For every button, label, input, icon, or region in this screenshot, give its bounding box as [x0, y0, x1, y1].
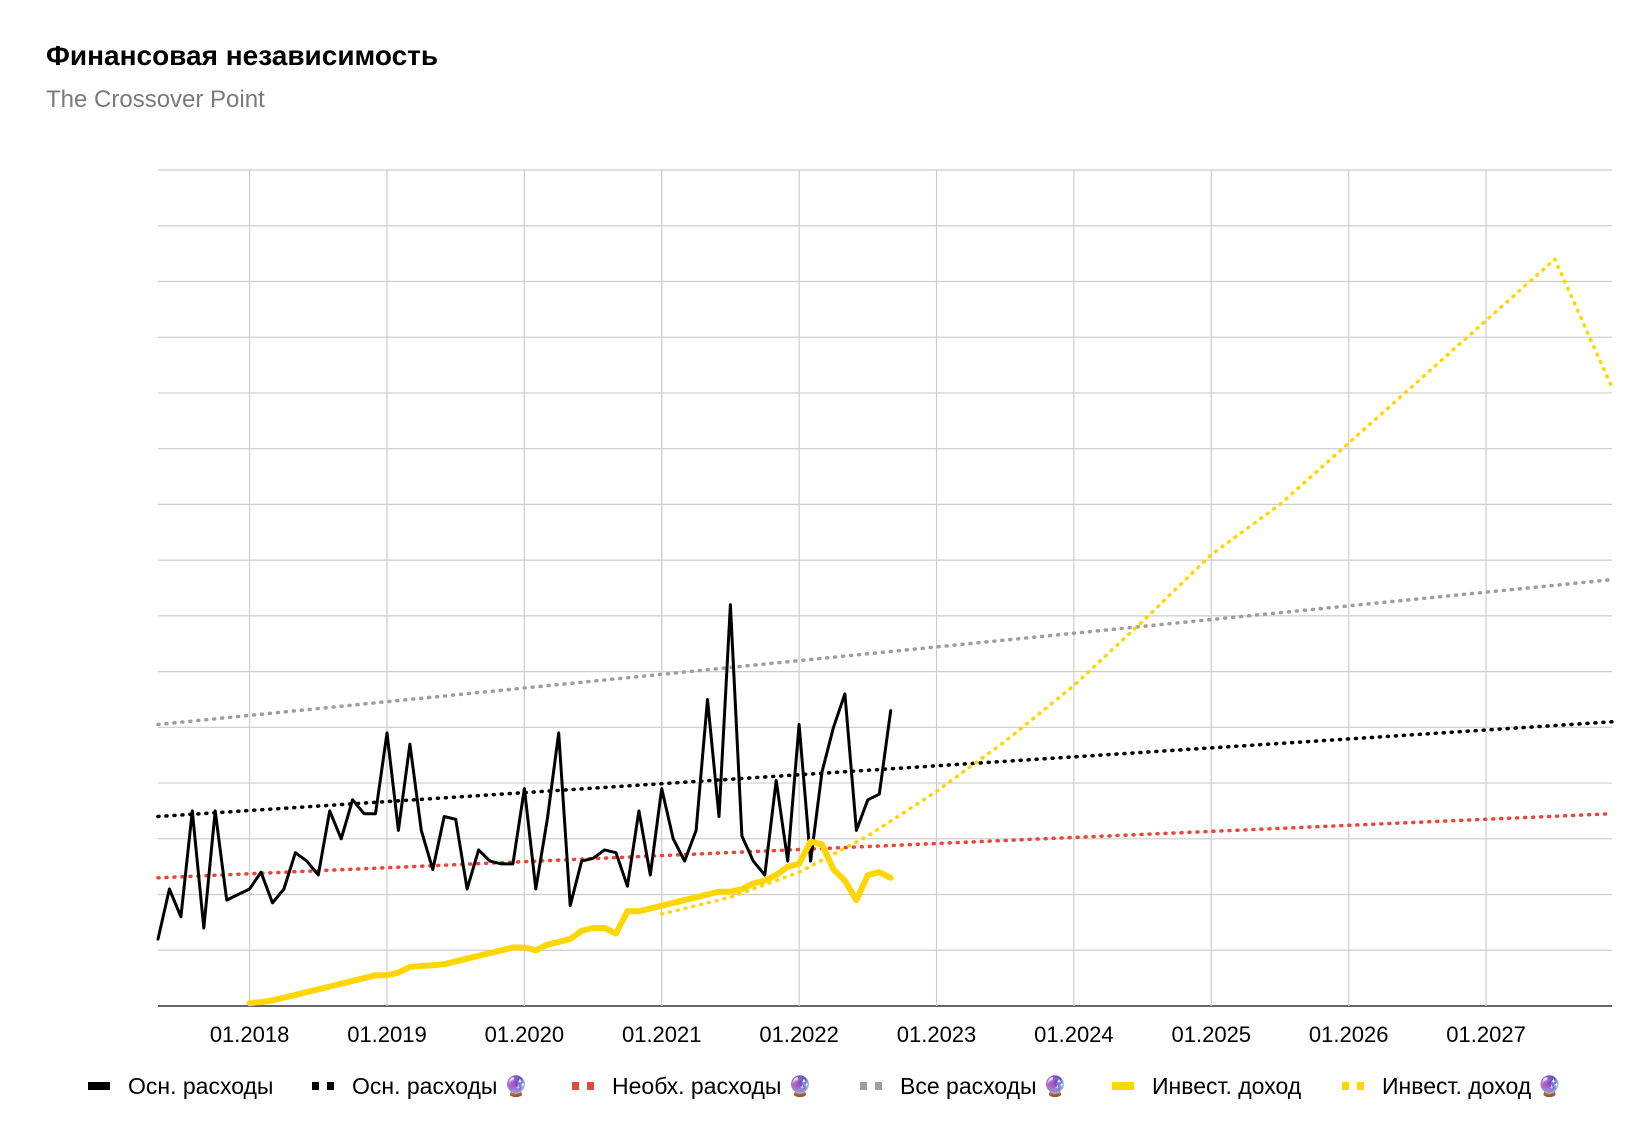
legend-swatch — [312, 1082, 334, 1090]
x-tick-label: 01.2020 — [485, 1022, 565, 1047]
legend-swatch — [572, 1082, 594, 1090]
legend-label: Осн. расходы — [352, 1072, 498, 1099]
grid — [158, 169, 1612, 1007]
legend-label: Инвест. доход — [1382, 1072, 1532, 1099]
legend-label: Инвест. доход — [1152, 1072, 1302, 1099]
crystal-ball-icon: 🔮 — [503, 1075, 529, 1098]
x-tick-label: 01.2026 — [1309, 1022, 1389, 1047]
x-tick-label: 01.2025 — [1172, 1022, 1252, 1047]
series-layer — [156, 257, 1614, 1007]
chart-title: Финансовая независимость — [46, 40, 439, 71]
crystal-ball-icon: 🔮 — [1042, 1075, 1068, 1098]
x-tick-label: 01.2019 — [347, 1022, 427, 1047]
x-tick-label: 01.2023 — [897, 1022, 977, 1047]
series-line-2 — [156, 811, 1614, 880]
series-line-4 — [246, 838, 894, 1007]
series-line-1 — [156, 720, 1614, 819]
x-tick-label: 01.2018 — [210, 1022, 290, 1047]
legend-label: Необх. расходы — [612, 1072, 782, 1099]
x-tick-label: 01.2027 — [1446, 1022, 1526, 1047]
legend-swatch — [1342, 1082, 1364, 1090]
x-tick-label: 01.2022 — [759, 1022, 839, 1047]
crystal-ball-icon: 🔮 — [787, 1075, 813, 1098]
series-line-0 — [156, 603, 893, 941]
legend-label: Все расходы — [900, 1072, 1037, 1099]
legend-label: Осн. расходы — [128, 1072, 274, 1099]
legend: Осн. расходы Осн. расходы 🔮 Необх. расходы 🔮… — [0, 1068, 1642, 1108]
legend-item[interactable]: Осн. расходы 🔮 — [312, 1068, 528, 1104]
x-tick-label: 01.2021 — [622, 1022, 702, 1047]
legend-item[interactable]: Инвест. доход 🔮 — [1342, 1068, 1562, 1104]
line-chart: 01.2018 01.2019 01.2020 01.2021 01.2022 01.20… — [156, 169, 1614, 1047]
legend-item[interactable]: Инвест. доход — [1112, 1068, 1301, 1104]
legend-item[interactable]: Осн. расходы — [88, 1068, 273, 1104]
legend-swatch — [860, 1082, 882, 1090]
series-line-5 — [659, 257, 1614, 916]
x-axis: 01.2018 01.2019 01.2020 01.2021 01.2022 01.20… — [210, 1022, 1526, 1047]
chart-subtitle: The Crossover Point — [46, 86, 265, 113]
legend-swatch — [88, 1082, 110, 1090]
series-line-3 — [156, 577, 1614, 727]
x-tick-label: 01.2024 — [1034, 1022, 1114, 1047]
legend-swatch — [1112, 1082, 1134, 1090]
crystal-ball-icon: 🔮 — [1537, 1075, 1563, 1098]
legend-item[interactable]: Необх. расходы 🔮 — [572, 1068, 812, 1104]
legend-item[interactable]: Все расходы 🔮 — [860, 1068, 1068, 1104]
